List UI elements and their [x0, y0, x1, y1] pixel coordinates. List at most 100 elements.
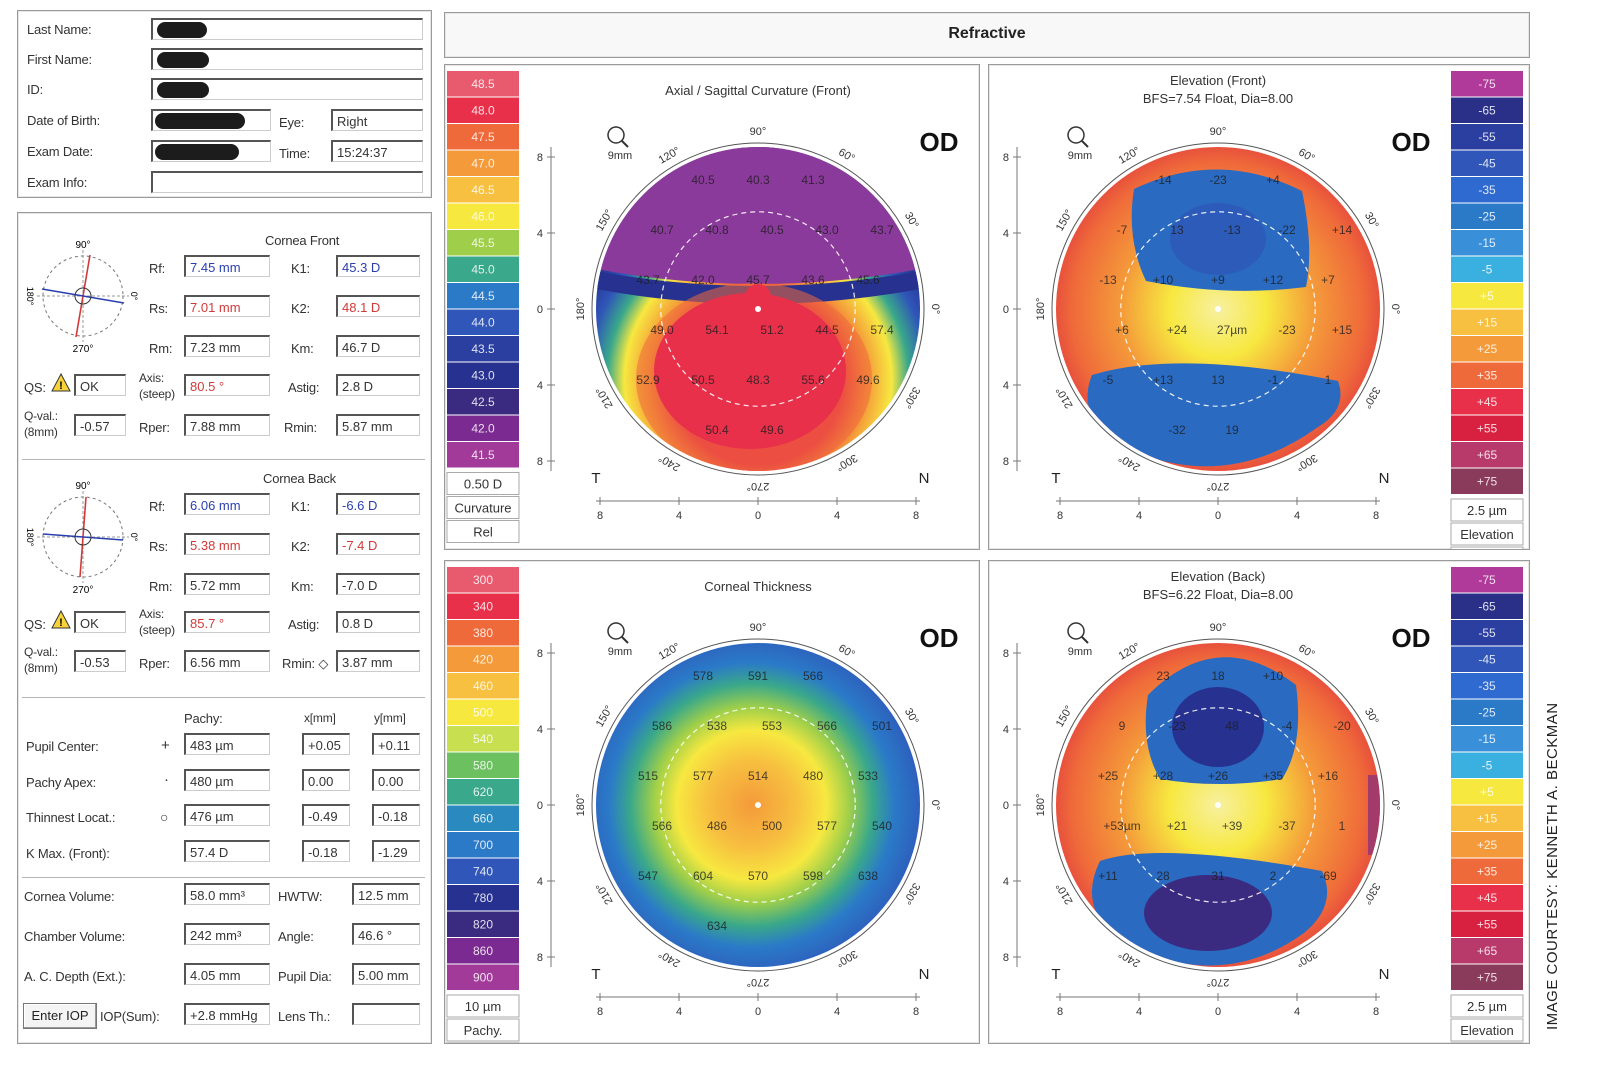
magnifier-icon[interactable]	[1067, 126, 1089, 148]
scale-tick-label: +35	[1477, 369, 1498, 383]
cornea-back-astig-field[interactable]: 0.8 D	[336, 611, 420, 633]
exam-info-field[interactable]	[151, 171, 423, 193]
k1-label: K1:	[291, 261, 310, 276]
cornea-back-rm-field[interactable]: 5.72 mm	[184, 573, 270, 595]
pachy-apex-y-field[interactable]: 0.00	[372, 769, 420, 791]
angle-label: 0°	[1389, 304, 1401, 315]
cornea-front-qval-field[interactable]: -0.57	[74, 414, 126, 436]
map-value-label: -23	[1278, 323, 1296, 337]
cornea-front-astig-field[interactable]: 2.8 D	[336, 374, 420, 396]
last-name-field[interactable]	[151, 18, 423, 40]
thinnest-pachy-field[interactable]: 476 µm	[184, 804, 270, 826]
cornea-back-rmin-field[interactable]: 3.87 mm	[336, 650, 420, 672]
map-title: Elevation (Back)	[1171, 569, 1266, 584]
plus-marker-icon: +	[161, 737, 170, 754]
cornea-front-k1-field[interactable]: 45.3 D	[336, 255, 420, 277]
cornea-back-rper-field[interactable]: 6.56 mm	[184, 650, 270, 672]
scale-tick-label: -75	[1478, 573, 1496, 587]
map-canvas[interactable]: 48.5 48.0 47.5 47.0 46.5 46.0 45.5 45.0 44.5 44.0…	[445, 65, 979, 549]
cornea-volume-field[interactable]: 58.0 mm³	[184, 883, 270, 905]
magnifier-icon[interactable]	[1067, 622, 1089, 644]
cornea-front-rf-field[interactable]: 7.45 mm	[184, 255, 270, 277]
rs-label: Rs:	[149, 539, 168, 554]
svg-text:!: !	[59, 380, 63, 392]
first-name-field[interactable]	[151, 48, 423, 70]
scale-tick-label: -55	[1478, 130, 1496, 144]
cornea-back-rs-field[interactable]: 5.38 mm	[184, 533, 270, 555]
cornea-back-km-field[interactable]: -7.0 D	[336, 573, 420, 595]
divider	[22, 877, 425, 878]
measurements-panel: Cornea Front 90° 270° 180° 0° Rf: 7.45 m…	[17, 212, 432, 1044]
pupil-center-pachy-field[interactable]: 483 µm	[184, 733, 270, 755]
cornea-front-rm-field[interactable]: 7.23 mm	[184, 335, 270, 357]
cornea-back-axis-field[interactable]: 85.7 °	[184, 611, 270, 633]
pupil-center-y-field[interactable]: +0.11	[372, 733, 420, 755]
angle-label: 90°	[750, 622, 767, 634]
scale-swatch	[447, 415, 519, 441]
cornea-front-qs-field[interactable]: OK	[74, 374, 126, 396]
warning-icon: !	[51, 373, 71, 392]
cornea-back-axis-compass: 90° 270° 180° 0°	[25, 481, 139, 596]
pachy-apex-pachy-field[interactable]: 480 µm	[184, 769, 270, 791]
rmin-label: Rmin:	[284, 420, 317, 435]
pachy-apex-x-field[interactable]: 0.00	[302, 769, 350, 791]
cornea-front-k2-field[interactable]: 48.1 D	[336, 295, 420, 317]
scale-swatch	[1451, 336, 1523, 362]
pupil-center-x-field[interactable]: +0.05	[302, 733, 350, 755]
k-max-y-field[interactable]: -1.29	[372, 840, 420, 862]
angle-field[interactable]: 46.6 °	[352, 923, 420, 945]
angle-label: 180°	[1035, 298, 1047, 321]
map-value-label: 40.5	[691, 173, 715, 187]
exam-date-field[interactable]	[151, 140, 271, 162]
k-max-value-field[interactable]: 57.4 D	[184, 840, 270, 862]
time-field[interactable]: 15:24:37	[331, 140, 423, 162]
cornea-back-k2-field[interactable]: -7.4 D	[336, 533, 420, 555]
ac-depth-field[interactable]: 4.05 mm	[184, 963, 270, 985]
magnifier-icon[interactable]	[607, 622, 629, 644]
svg-text:!: !	[59, 617, 63, 629]
cornea-front-rs-field[interactable]: 7.01 mm	[184, 295, 270, 317]
cornea-back-k1-field[interactable]: -6.6 D	[336, 493, 420, 515]
astig-label: Astig:	[288, 617, 320, 632]
k-max-x-field[interactable]: -0.18	[302, 840, 350, 862]
magnifier-icon[interactable]	[607, 126, 629, 148]
eye-field[interactable]: Right	[331, 109, 423, 131]
dob-field[interactable]	[151, 109, 271, 131]
scale-swatch	[447, 673, 519, 699]
scale-swatch	[447, 593, 519, 619]
cornea-back-qs-field[interactable]: OK	[74, 611, 126, 633]
map-value-label: 577	[693, 769, 713, 783]
cornea-front-axis-field[interactable]: 80.5 °	[184, 374, 270, 396]
thinnest-x-field[interactable]: -0.49	[302, 804, 350, 826]
scale-tick-label: 380	[473, 626, 493, 640]
hwtw-field[interactable]: 12.5 mm	[352, 883, 420, 905]
scale-tick-label: -45	[1478, 157, 1496, 171]
cornea-front-km-field[interactable]: 46.7 D	[336, 335, 420, 357]
map-value-label: 578	[693, 669, 713, 683]
angle-label: 90°	[1210, 126, 1227, 138]
id-field[interactable]	[151, 78, 423, 100]
iop-sum-field[interactable]: +2.8 mmHg	[184, 1003, 270, 1025]
pupil-dia-label: Pupil Dia:	[278, 969, 332, 984]
map-canvas[interactable]: 300 340 380 420 460 500 540 580 620 660 700 740 780 8…	[445, 561, 979, 1043]
compass-label-bottom: 270°	[73, 344, 94, 355]
cornea-back-rf-field[interactable]: 6.06 mm	[184, 493, 270, 515]
scale-swatch	[447, 362, 519, 388]
scale-swatch	[447, 938, 519, 964]
scale-tick-label: +55	[1477, 422, 1498, 436]
cornea-back-qval-field[interactable]: -0.53	[74, 650, 126, 672]
map-canvas[interactable]: -75 -65 -55 -45 -35 -25 -15 -5 +5 +15 +25 +35 +45 +55…	[989, 561, 1529, 1043]
thinnest-y-field[interactable]: -0.18	[372, 804, 420, 826]
zoom-label: 9mm	[1068, 646, 1092, 658]
enter-iop-button[interactable]: Enter IOP	[23, 1003, 97, 1029]
map-canvas[interactable]: -75 -65 -55 -45 -35 -25 -15 -5 +5 +15 +25 +35 +45 +55…	[989, 65, 1529, 549]
map-value-label: +53µm	[1103, 819, 1140, 833]
pupil-dia-field[interactable]: 5.00 mm	[352, 963, 420, 985]
temporal-label: T	[591, 966, 600, 983]
map-value-label: 55.6	[801, 373, 825, 387]
chamber-volume-field[interactable]: 242 mm³	[184, 923, 270, 945]
cornea-front-rmin-field[interactable]: 5.87 mm	[336, 414, 420, 436]
lens-thickness-field[interactable]	[352, 1003, 420, 1025]
cornea-front-rper-field[interactable]: 7.88 mm	[184, 414, 270, 436]
x-tick-label: 4	[1294, 510, 1300, 522]
